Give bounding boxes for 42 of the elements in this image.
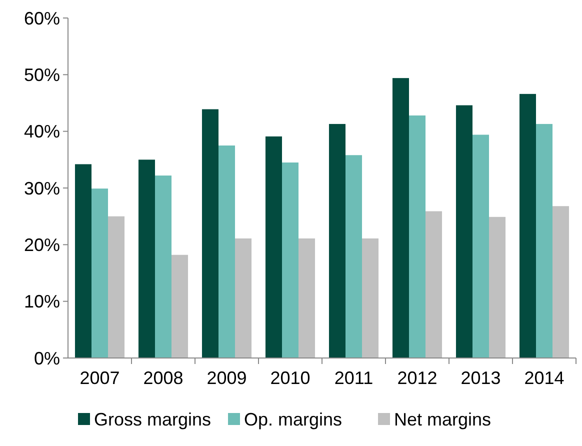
bar (519, 94, 536, 358)
bar (456, 105, 472, 358)
bar (91, 188, 108, 358)
bar (408, 115, 426, 358)
legend-label: Gross margins (94, 409, 212, 430)
x-tick-label: 2012 (397, 368, 438, 388)
x-tick-label: 2011 (334, 368, 374, 388)
bar (218, 146, 236, 358)
bar (235, 238, 252, 358)
legend-label: Net margins (394, 409, 492, 430)
bar (362, 238, 379, 358)
y-tick-label: 40% (24, 122, 60, 142)
x-tick-label: 2008 (143, 368, 184, 388)
bar (345, 155, 362, 358)
legend-label: Op. margins (244, 409, 342, 430)
bar (74, 164, 92, 358)
y-tick-label: 20% (24, 234, 60, 255)
x-tick-label: 2007 (80, 368, 120, 388)
bar (392, 78, 409, 358)
y-tick-label: 10% (24, 292, 60, 312)
y-tick-label: 60% (24, 8, 60, 28)
y-tick-label: 30% (24, 178, 60, 198)
x-tick-label: 2009 (206, 368, 247, 388)
bar (154, 176, 172, 358)
bar (426, 211, 442, 358)
bar (489, 216, 506, 358)
bar (108, 216, 125, 358)
bar (298, 238, 316, 358)
bar (202, 109, 218, 358)
x-tick-label: 2014 (524, 368, 564, 388)
bar (328, 124, 346, 358)
bar (265, 136, 282, 358)
bar (472, 134, 490, 358)
bar (172, 254, 188, 358)
bar (138, 160, 155, 358)
x-tick-label: 2010 (270, 368, 310, 388)
y-tick-label: 50% (24, 64, 60, 85)
y-tick-label: 0% (34, 348, 60, 368)
bar (282, 162, 299, 358)
bar (536, 124, 553, 358)
x-tick-label: 2013 (460, 368, 501, 388)
bar (552, 206, 570, 358)
